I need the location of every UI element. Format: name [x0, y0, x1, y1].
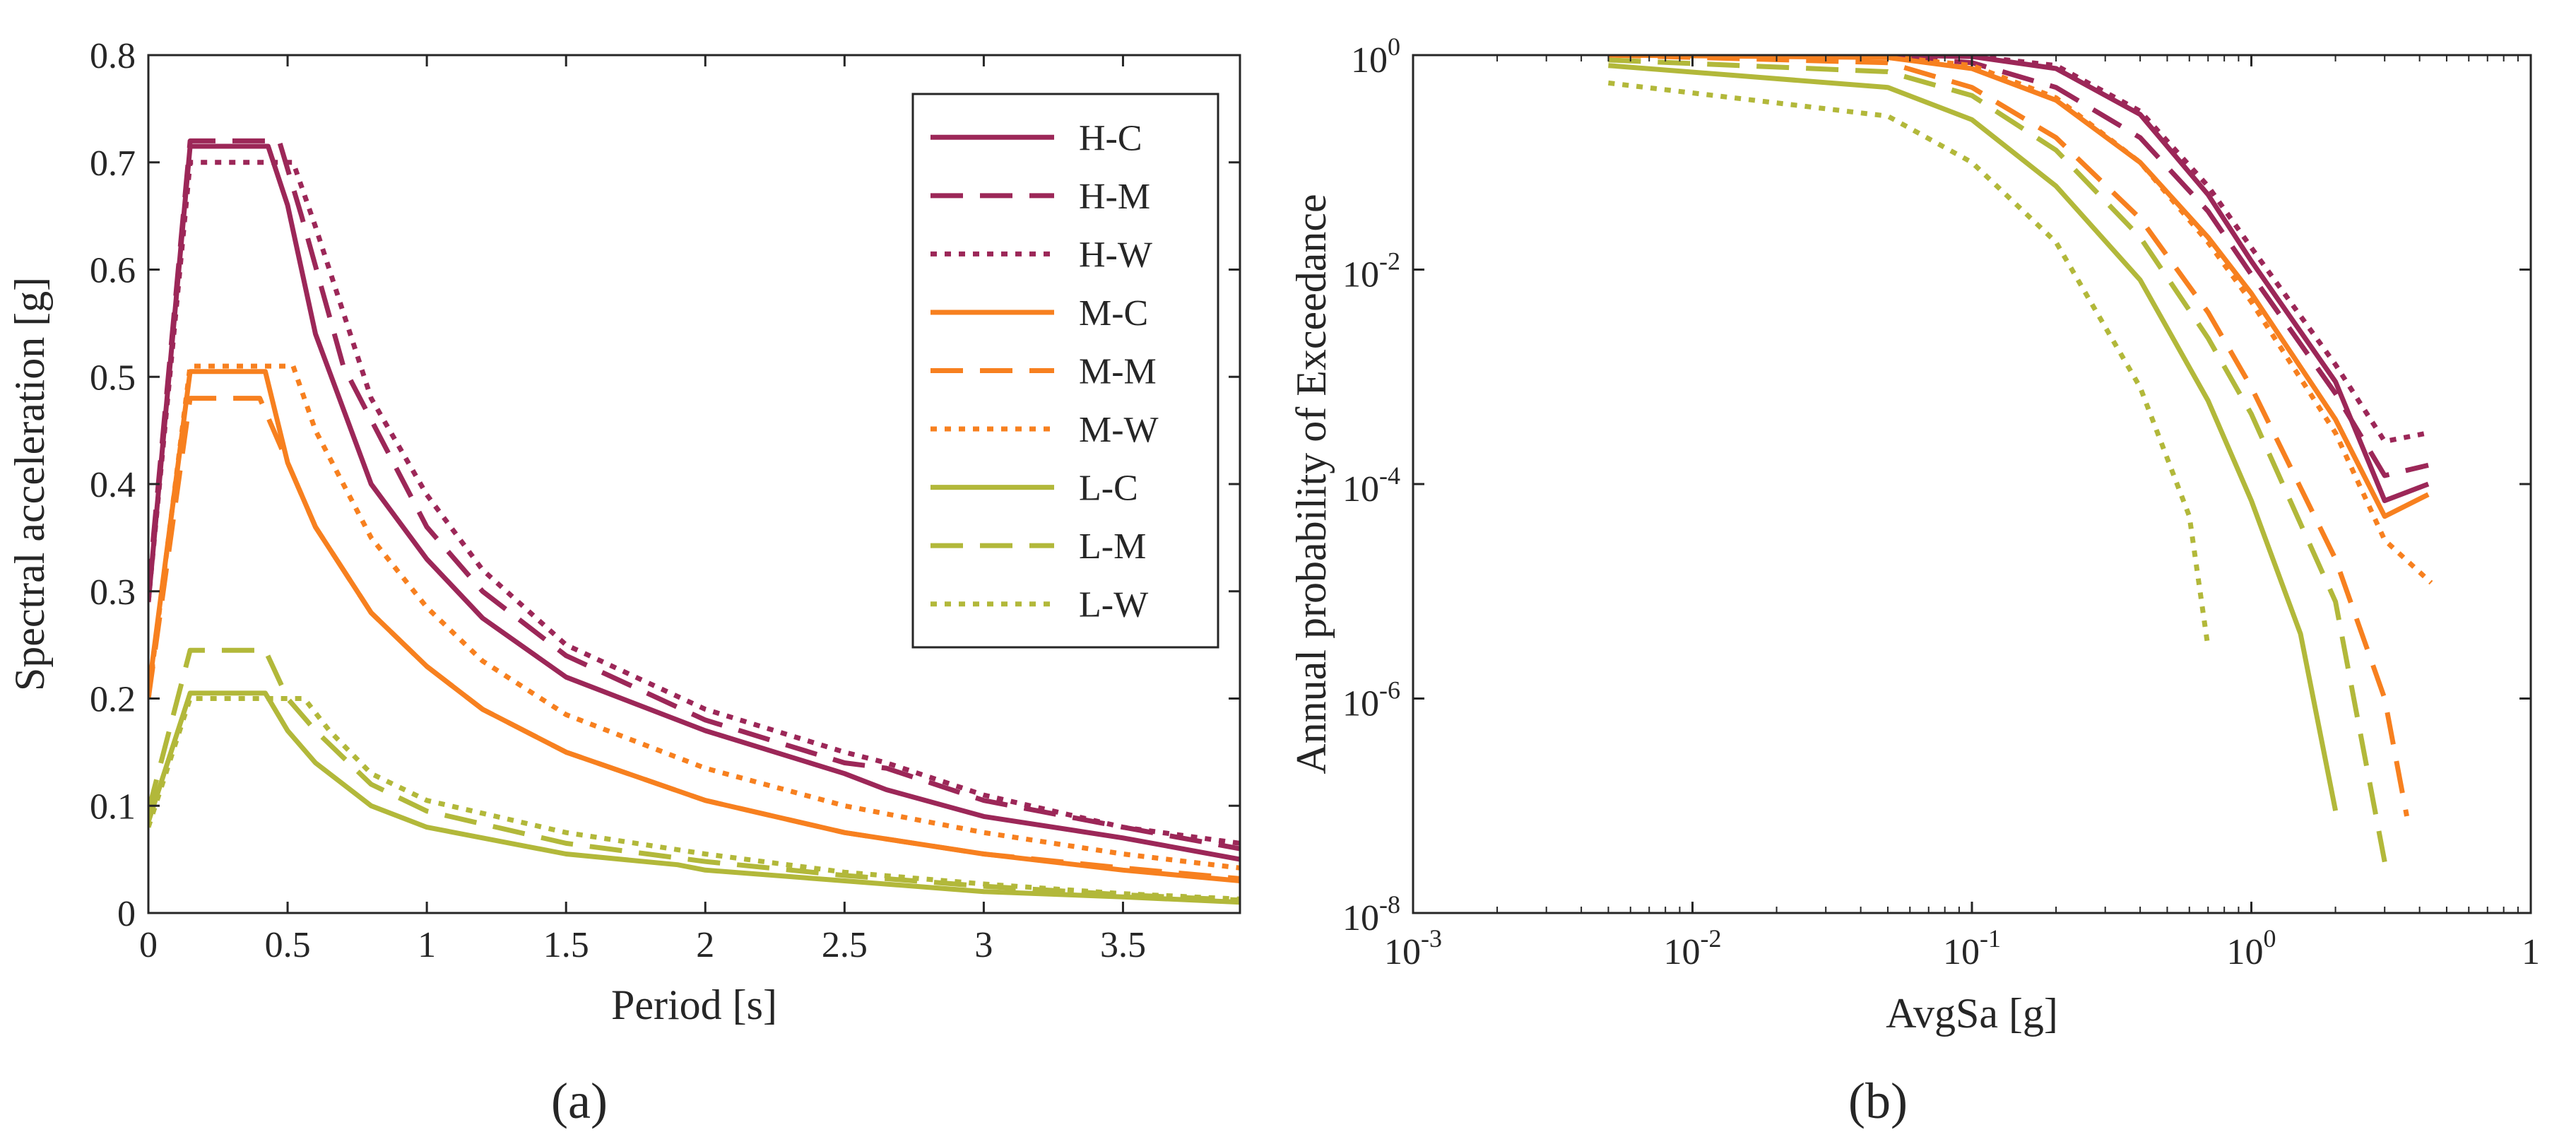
x-tick-label-b: 10-2 — [1664, 924, 1722, 972]
series-line-b-l-m — [1608, 57, 2387, 863]
y-tick-label-a: 0.2 — [90, 680, 136, 720]
x-tick-label-a: 0 — [139, 925, 158, 965]
y-tick-label-a: 0.1 — [90, 787, 136, 827]
x-tick-label-a: 3 — [974, 925, 993, 965]
series-line-b-h-c — [1608, 55, 2430, 503]
series-group-b — [1607, 55, 2433, 863]
legend-label-h-w: H-W — [1079, 235, 1152, 275]
series-line-b-m-m — [1608, 55, 2409, 817]
series-group-a — [148, 138, 1240, 905]
axes-box-b — [1412, 54, 2532, 914]
panel-b-label: (b) — [1848, 1073, 1908, 1129]
x-axis-label-b: AvgSa [g] — [1886, 990, 2058, 1037]
legend-box-a — [911, 93, 1219, 649]
x-tick-label-b: 100 — [2227, 924, 2276, 972]
series-line-b-l-c — [1608, 63, 2339, 811]
panel-b-chart: 10-3 10-2 10-1 100 1 10-8 10-6 10-4 10-2 100 AvgSa… — [1288, 33, 2540, 1037]
series-line-a-h-w — [148, 160, 1240, 846]
x-tick-label-b: 10-1 — [1943, 924, 2001, 972]
x-tick-label-a: 1 — [418, 925, 436, 965]
legend-label-l-m: L-M — [1079, 526, 1146, 567]
y-tick-label-a: 0.8 — [90, 36, 136, 76]
legend-a: H-C H-M H-W M-C M-M M-W L-C L-M L-W — [911, 93, 1219, 649]
y-tick-label-a: 0.5 — [90, 358, 136, 398]
x-tick-label-a: 1.5 — [543, 925, 589, 965]
series-line-b-h-w — [1608, 55, 2429, 444]
series-line-a-m-m — [148, 396, 1240, 881]
x-tick-label-a: 0.5 — [265, 925, 311, 965]
y-axis-label-b: Annual probability of Exceedance — [1288, 194, 1335, 774]
y-tick-label-a: 0.6 — [90, 251, 136, 291]
x-axis-label-a: Period [s] — [611, 982, 777, 1028]
legend-label-h-m: H-M — [1079, 177, 1150, 217]
series-line-a-m-w — [148, 363, 1240, 871]
panel-a-label: (a) — [551, 1073, 608, 1129]
y-tick-label-a: 0.4 — [90, 465, 136, 505]
y-tick-label-b: 100 — [1351, 33, 1400, 81]
series-line-a-h-m — [148, 138, 1240, 852]
x-tick-label-b: 1 — [2522, 932, 2540, 972]
legend-label-m-m: M-M — [1079, 352, 1157, 392]
legend-label-h-c: H-C — [1079, 118, 1142, 158]
series-line-a-l-w — [148, 696, 1240, 902]
x-tick-label-a: 2 — [696, 925, 714, 965]
y-tick-label-b: 10-6 — [1342, 676, 1400, 724]
x-tick-label-a: 2.5 — [822, 925, 868, 965]
x-tick-label-b: 10-3 — [1384, 924, 1442, 972]
y-tick-label-a: 0.3 — [90, 572, 136, 613]
x-tick-label-a: 3.5 — [1100, 925, 1146, 965]
y-axis-label-a: Spectral acceleration [g] — [6, 277, 53, 691]
series-line-b-m-w — [1608, 55, 2433, 585]
legend-label-l-w: L-W — [1079, 585, 1148, 625]
panel-a-chart: 0 0.5 1 1.5 2 2.5 3 3.5 0 0.1 0.2 0.3 0.4 0.5 0.6 0.7 0.… — [6, 36, 1241, 1028]
y-tick-label-a: 0.7 — [90, 143, 136, 184]
y-tick-label-b: 10-2 — [1342, 247, 1400, 295]
y-tick-label-b: 10-4 — [1342, 461, 1400, 509]
y-tick-label-a: 0 — [117, 894, 136, 934]
legend-label-m-w: M-W — [1079, 410, 1159, 450]
series-line-b-h-m — [1608, 55, 2429, 478]
legend-label-m-c: M-C — [1079, 293, 1148, 334]
series-line-b-l-w — [1607, 80, 2211, 648]
y-tick-label-b: 10-8 — [1342, 890, 1400, 938]
legend-label-l-c: L-C — [1079, 469, 1138, 509]
series-line-a-h-c — [148, 143, 1240, 862]
